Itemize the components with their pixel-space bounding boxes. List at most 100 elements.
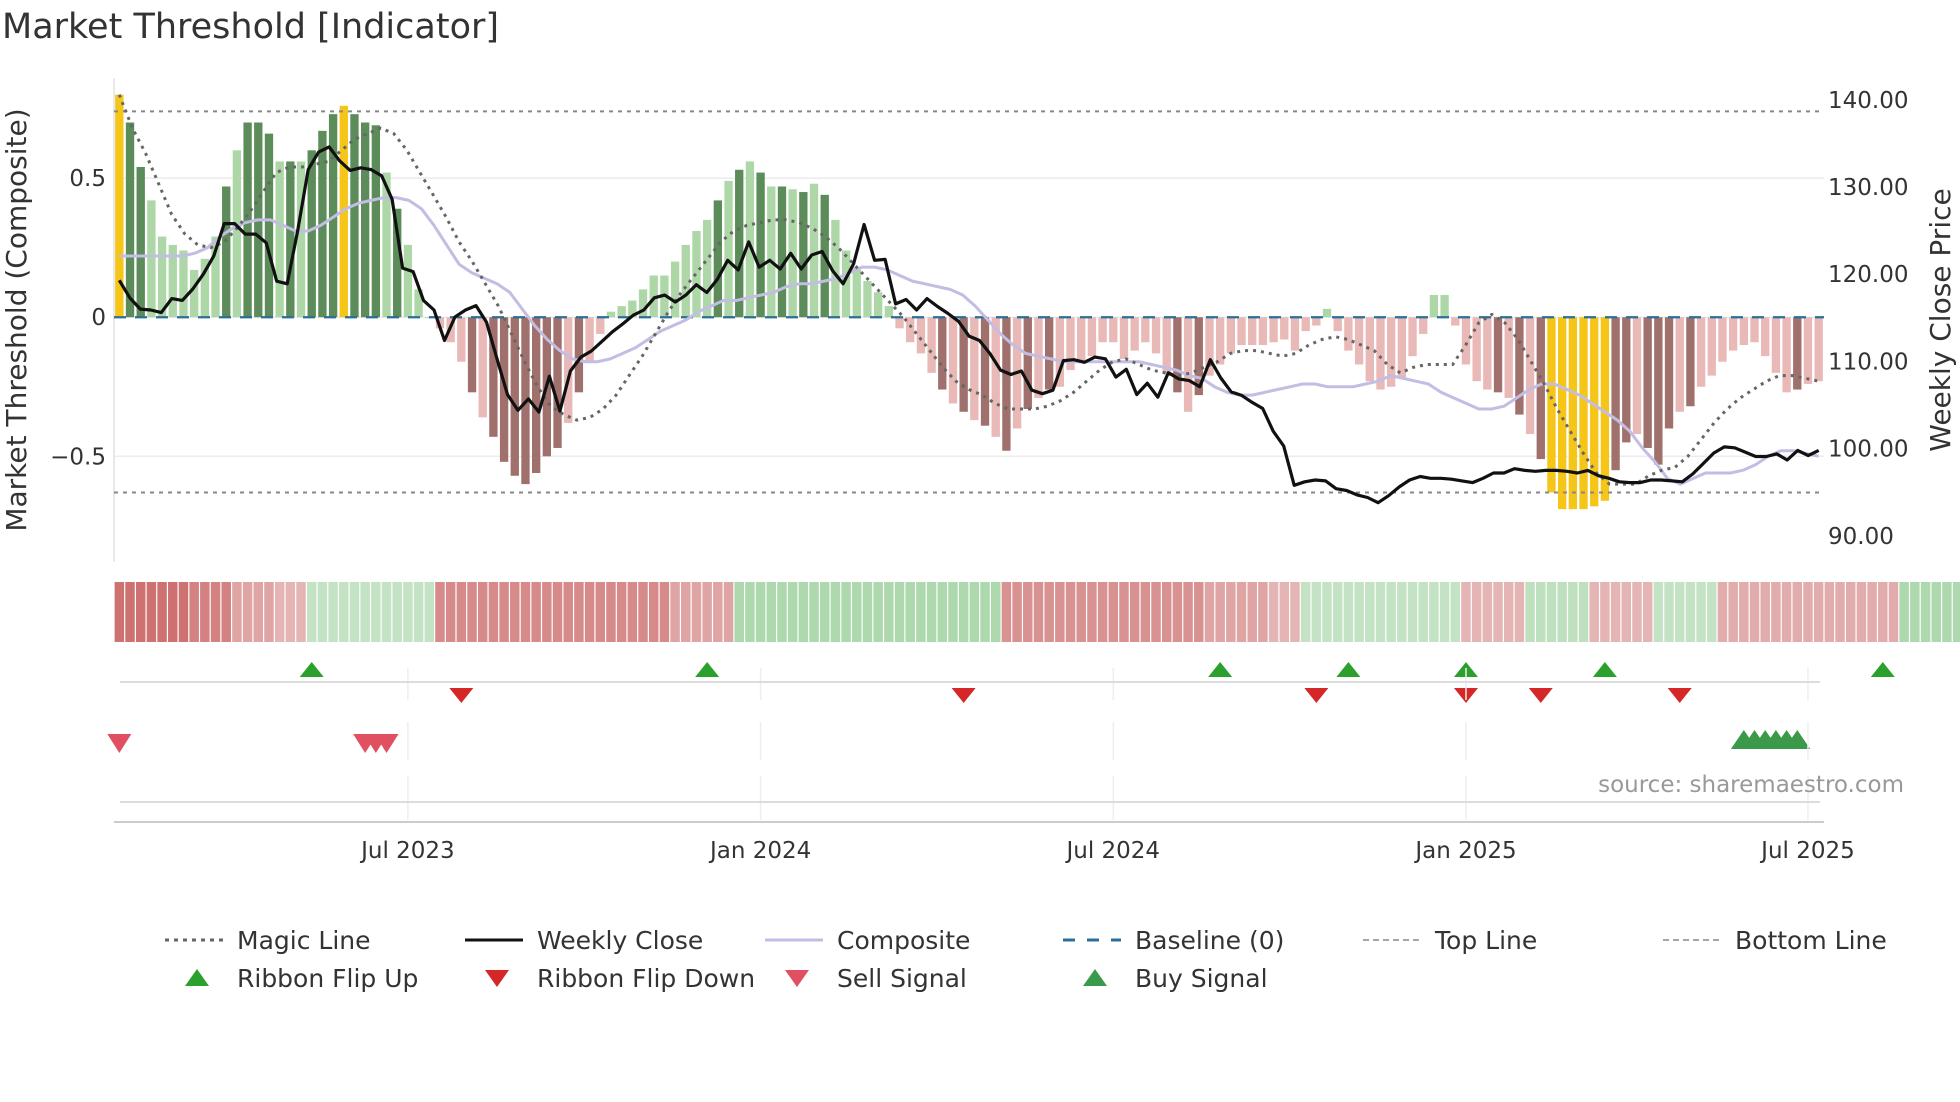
ribbon-cell xyxy=(1097,582,1108,642)
ribbon-cell xyxy=(552,582,563,642)
ribbon-cell xyxy=(456,582,467,642)
x-axis: Jul 2023 Jan 2024 Jul 2024 Jan 2025 Jul 2025 xyxy=(114,668,1855,864)
composite-bar xyxy=(724,180,733,318)
composite-bar xyxy=(702,219,712,318)
ribbon-cell xyxy=(488,582,499,642)
composite-bar xyxy=(115,94,124,318)
ribbon-cell xyxy=(990,582,1001,642)
ribbon-cell xyxy=(1568,582,1578,642)
composite-bar xyxy=(457,317,466,362)
composite-bar xyxy=(360,122,370,318)
composite-bar xyxy=(638,289,648,318)
ribbon-cell xyxy=(221,582,231,642)
composite-bar xyxy=(1215,317,1225,365)
ribbon-cell xyxy=(1204,582,1215,642)
ribbon-cell xyxy=(285,582,296,642)
composite-bar xyxy=(307,150,316,318)
y-tick-left: −0.5 xyxy=(50,444,106,470)
composite-bar xyxy=(1141,317,1150,343)
composite-bar xyxy=(1728,317,1738,351)
composite-bar xyxy=(403,244,413,318)
ribbon-cell xyxy=(1194,582,1204,642)
ribbon-cell xyxy=(1407,582,1418,642)
ribbon-cell xyxy=(1450,582,1461,642)
ribbon-cell xyxy=(1910,582,1920,642)
composite-bar xyxy=(1333,317,1342,332)
legend-label: Ribbon Flip Down xyxy=(537,964,755,993)
composite-bar xyxy=(1258,317,1268,346)
ribbon-cell xyxy=(1258,582,1268,642)
ribbon-cell xyxy=(1343,582,1354,642)
composite-bar xyxy=(1237,317,1246,346)
composite-bar xyxy=(1696,317,1706,387)
legend-marker xyxy=(1083,969,1107,986)
ribbon-cell xyxy=(1482,582,1493,642)
ribbon-flip-up-marker xyxy=(1208,662,1233,677)
composite-bar xyxy=(1451,317,1460,326)
ribbon-cell xyxy=(638,582,648,642)
ribbon-cell xyxy=(1888,582,1899,642)
ribbon-cell xyxy=(1931,582,1941,642)
ribbon-cell xyxy=(1546,582,1557,642)
ribbon-cell xyxy=(894,582,905,642)
legend: Magic Line Weekly Close Composite Baseline … xyxy=(165,926,1887,993)
ribbon-cell xyxy=(1707,582,1717,642)
composite-bar xyxy=(371,125,381,318)
ribbon-cell xyxy=(510,582,520,642)
ribbon-cell xyxy=(627,582,638,642)
ribbon-cell xyxy=(531,582,541,642)
ribbon-cell xyxy=(862,582,873,642)
composite-bar xyxy=(596,317,605,334)
legend-label: Sell Signal xyxy=(837,964,967,993)
ribbon-cell xyxy=(1044,582,1054,642)
ribbon-cell xyxy=(1001,582,1012,642)
ribbon-cell xyxy=(1065,582,1076,642)
composite-bar xyxy=(799,192,808,318)
composite-bar xyxy=(938,317,947,390)
ribbon-cell xyxy=(339,582,349,642)
composite-bar xyxy=(1055,317,1065,387)
ribbon-cell xyxy=(168,582,178,642)
ribbon-cell xyxy=(1279,582,1290,642)
ribbon-cell xyxy=(253,582,264,642)
ribbon-cell xyxy=(734,582,744,642)
ribbon-cell xyxy=(1803,582,1813,642)
composite-bar xyxy=(1611,317,1620,471)
ribbon-cell xyxy=(1226,582,1236,642)
composite-bar xyxy=(1002,317,1011,451)
ribbon-cell xyxy=(1365,582,1375,642)
ribbon-cell xyxy=(306,582,317,642)
ribbon-cell xyxy=(1813,582,1824,642)
ribbon-cell xyxy=(1236,582,1247,642)
ribbon-cell xyxy=(157,582,167,642)
ribbon-cell xyxy=(360,582,370,642)
composite-bar xyxy=(1643,317,1652,448)
y-tick-right: 140.00 xyxy=(1828,88,1908,114)
ribbon-flip-down-marker xyxy=(1528,688,1553,703)
composite-bar xyxy=(1077,317,1086,362)
composite-bar xyxy=(852,267,861,318)
composite-bar xyxy=(1536,317,1545,460)
ribbon-cell xyxy=(1161,582,1172,642)
ribbon-flip-markers xyxy=(299,662,1895,703)
composite-bar xyxy=(510,317,519,476)
composite-bar xyxy=(1493,317,1503,393)
composite-bar xyxy=(1632,317,1642,435)
composite-bar xyxy=(147,200,156,318)
composite-bar xyxy=(1750,317,1759,343)
ribbon-cell xyxy=(1471,582,1482,642)
composite-bar xyxy=(991,317,1000,437)
ribbon-cell xyxy=(1439,582,1450,642)
ribbon-cell xyxy=(1632,582,1642,642)
ribbon-cell xyxy=(1151,582,1161,642)
ribbon-cell xyxy=(1012,582,1022,642)
composite-bar xyxy=(1301,317,1310,332)
ribbon-cell xyxy=(648,582,659,642)
composite-bar xyxy=(1376,317,1385,390)
ribbon-cell xyxy=(755,582,766,642)
composite-bar xyxy=(478,317,487,418)
ribbon-cell xyxy=(1621,582,1632,642)
ribbon-cell xyxy=(958,582,969,642)
ribbon-cell xyxy=(1332,582,1343,642)
composite-bar xyxy=(125,122,135,318)
